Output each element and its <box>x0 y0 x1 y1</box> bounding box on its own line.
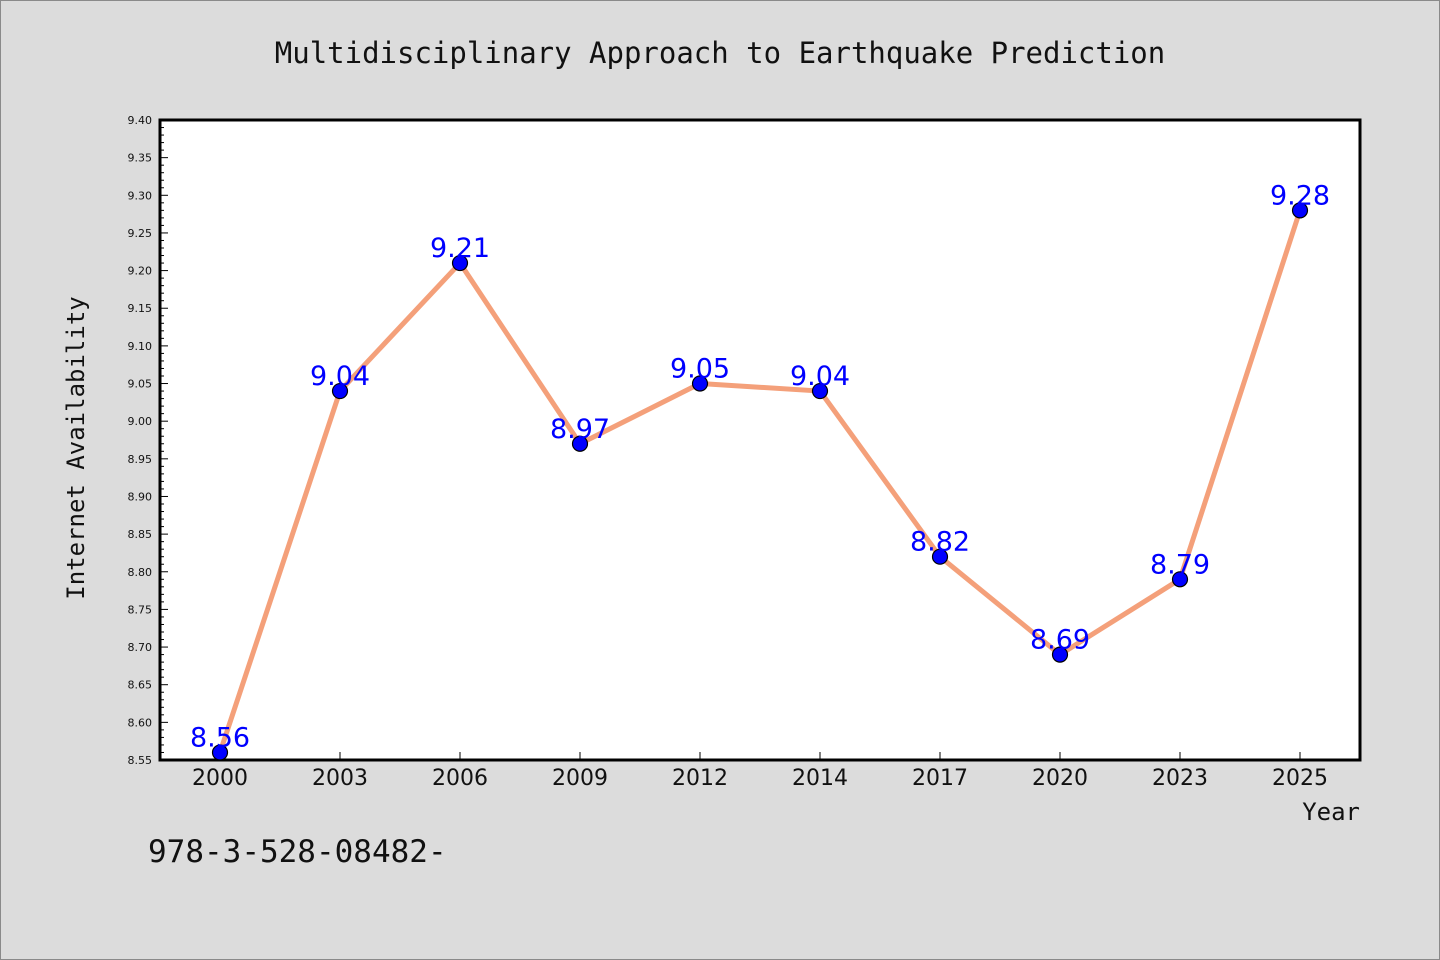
data-point <box>211 744 229 761</box>
y-tick-label: 8.85 <box>128 528 153 541</box>
data-label: 9.04 <box>790 361 850 392</box>
y-axis-label: Internet Availability <box>62 296 90 599</box>
y-tick-label: 9.30 <box>128 189 153 202</box>
footnote-text: 978-3-528-08482- <box>148 834 447 870</box>
data-label: 8.79 <box>1150 549 1210 580</box>
y-tick-label: 8.55 <box>128 754 153 767</box>
series-line <box>217 207 1303 755</box>
y-tick-label: 8.65 <box>128 679 153 692</box>
x-tick-label: 2003 <box>312 766 368 791</box>
data-point <box>811 382 829 400</box>
chart-title: Multidisciplinary Approach to Earthquake… <box>275 36 1165 70</box>
x-tick-label: 2014 <box>792 766 848 791</box>
y-tick-label: 9.35 <box>128 152 153 165</box>
x-tick-label: 2025 <box>1272 766 1328 791</box>
y-tick-label: 8.90 <box>128 490 153 503</box>
y-tick-label: 8.95 <box>128 453 153 466</box>
data-label: 8.82 <box>910 527 970 558</box>
data-labels: 8.56 9.04 9.21 8.97 9.05 9.04 8.82 8.69 8.79 9.28 <box>190 180 1330 753</box>
y-tick-label: 8.60 <box>128 716 153 729</box>
y-tick-label: 9.40 <box>128 114 153 127</box>
data-label: 8.56 <box>190 722 250 753</box>
y-tick-label: 9.00 <box>128 415 153 428</box>
y-tick-label: 8.75 <box>128 603 153 616</box>
x-tick-label: 2020 <box>1032 766 1088 791</box>
y-tick-label: 8.70 <box>128 641 153 654</box>
y-tick-label: 8.80 <box>128 566 153 579</box>
y-tick-label: 9.10 <box>128 340 153 353</box>
data-point <box>571 435 589 452</box>
y-tick-label: 9.15 <box>128 302 153 315</box>
data-label: 9.21 <box>430 233 490 264</box>
x-tick-label: 2017 <box>912 766 968 791</box>
y-tick-label: 9.20 <box>128 265 153 278</box>
data-label: 8.97 <box>550 414 610 445</box>
x-tick-label: 2009 <box>552 766 608 791</box>
data-points <box>211 202 1309 761</box>
y-tick-label: 9.25 <box>128 227 153 240</box>
x-axis-ticks: 2000 2003 2006 2009 2012 2014 2017 2020 2023 2025 <box>192 752 1328 791</box>
x-axis-label: Year <box>1302 798 1360 826</box>
data-point <box>931 548 949 565</box>
series-line-group <box>217 207 1303 755</box>
x-tick-label: 2006 <box>432 766 488 791</box>
data-label: 9.04 <box>310 361 370 392</box>
x-tick-label: 2000 <box>192 766 248 791</box>
y-tick-label: 9.05 <box>128 378 153 391</box>
data-point <box>1051 646 1069 663</box>
data-point <box>1291 202 1309 219</box>
x-tick-label: 2023 <box>1152 766 1208 791</box>
data-point <box>691 375 709 392</box>
plot-area <box>158 118 1362 762</box>
data-point <box>451 254 469 272</box>
data-point <box>1171 571 1189 588</box>
data-label: 9.05 <box>670 354 730 385</box>
data-label: 9.28 <box>1270 180 1330 211</box>
x-tick-label: 2012 <box>672 766 728 791</box>
data-label: 8.69 <box>1030 625 1090 656</box>
y-axis-ticks: 8.55 8.60 8.65 8.70 8.75 8.80 8.85 8.90 8.95 9.00… <box>128 114 168 767</box>
data-point <box>331 382 349 400</box>
